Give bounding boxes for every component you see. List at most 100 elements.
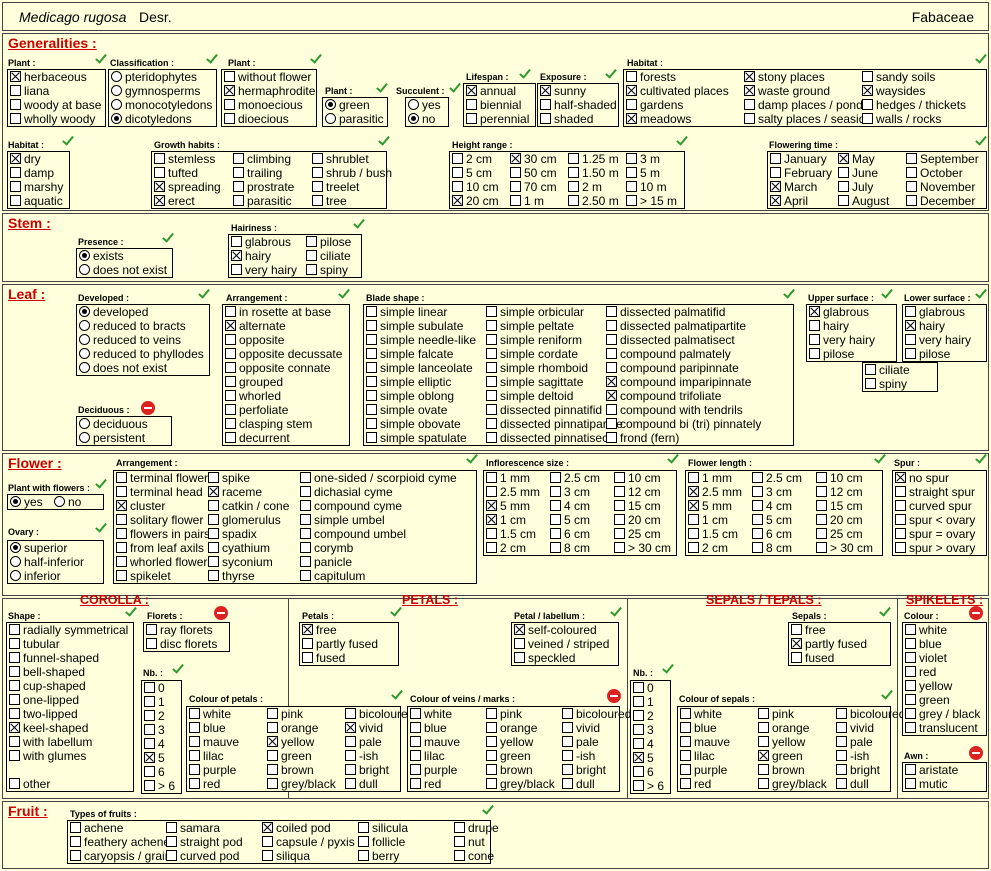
checkbox-option[interactable]: erect (154, 194, 195, 208)
checkbox[interactable] (225, 334, 236, 345)
checkbox-option[interactable]: 1 (633, 695, 654, 709)
checkbox-option[interactable]: 2 cm (486, 541, 526, 555)
checkbox[interactable] (633, 780, 644, 791)
checkbox[interactable] (838, 181, 849, 192)
checkbox[interactable] (312, 181, 323, 192)
checkbox-option[interactable]: white (905, 623, 947, 637)
checkbox[interactable] (452, 195, 463, 206)
checkbox-option[interactable]: simple subulate (366, 319, 463, 333)
checkbox[interactable] (905, 348, 916, 359)
checkbox-option[interactable]: 2.5 cm (550, 471, 600, 485)
checkbox[interactable] (116, 528, 127, 539)
checkbox[interactable] (144, 696, 155, 707)
checkbox[interactable] (688, 500, 699, 511)
checkbox[interactable] (486, 376, 497, 387)
checkbox[interactable] (562, 750, 573, 761)
checkbox-option[interactable]: 5 (633, 751, 654, 765)
checkbox-option[interactable]: pale (836, 735, 873, 749)
checkbox-option[interactable]: straight pod (166, 835, 243, 849)
checkbox-option[interactable]: bicoloured (345, 707, 414, 721)
checkbox[interactable] (208, 500, 219, 511)
checkbox[interactable] (224, 113, 235, 124)
checkbox[interactable] (306, 250, 317, 261)
checkbox[interactable] (116, 556, 127, 567)
checkbox[interactable] (816, 528, 827, 539)
checkbox[interactable] (116, 542, 127, 553)
checkbox[interactable] (224, 71, 235, 82)
checkbox[interactable] (486, 736, 497, 747)
checkbox-option[interactable]: drupe (454, 821, 499, 835)
checkbox[interactable] (345, 764, 356, 775)
checkbox-option[interactable]: ray florets (146, 623, 213, 637)
checkbox[interactable] (836, 778, 847, 789)
checkbox[interactable] (9, 666, 20, 677)
checkbox[interactable] (862, 71, 873, 82)
checkbox[interactable] (154, 181, 165, 192)
checkbox[interactable] (752, 542, 763, 553)
checkbox[interactable] (358, 850, 369, 861)
radio-button[interactable] (79, 306, 90, 317)
checkbox-option[interactable]: 5 m (626, 166, 660, 180)
checkbox[interactable] (550, 500, 561, 511)
checkbox[interactable] (189, 750, 200, 761)
checkbox[interactable] (770, 195, 781, 206)
checkbox[interactable] (688, 486, 699, 497)
checkbox-option[interactable]: bicoloured (836, 707, 905, 721)
checkbox[interactable] (758, 764, 769, 775)
checkbox[interactable] (452, 167, 463, 178)
checkbox[interactable] (568, 181, 579, 192)
checkbox-option[interactable]: 70 cm (510, 180, 557, 194)
checkbox-option[interactable]: 3 cm (752, 485, 792, 499)
checkbox-option[interactable]: simple linear (366, 305, 447, 319)
checkbox-option[interactable]: very hairy (809, 333, 875, 347)
radio-option[interactable]: reduced to bracts (79, 319, 186, 333)
checkbox-option[interactable]: monoecious (224, 98, 303, 112)
checkbox-option[interactable]: shrub / bush (312, 166, 392, 180)
checkbox-option[interactable]: 15 cm (816, 499, 863, 513)
checkbox-option[interactable]: simple orbicular (486, 305, 584, 319)
checkbox[interactable] (189, 764, 200, 775)
checkbox[interactable] (366, 334, 377, 345)
checkbox-option[interactable]: green (758, 749, 803, 763)
radio-button[interactable] (79, 362, 90, 373)
radio-option[interactable]: yes (10, 495, 43, 509)
checkbox[interactable] (9, 638, 20, 649)
checkbox[interactable] (366, 306, 377, 317)
checkbox[interactable] (302, 652, 313, 663)
checkbox[interactable] (744, 71, 755, 82)
checkbox-option[interactable]: self-coloured (514, 623, 597, 637)
radio-option[interactable]: does not exist (79, 263, 167, 277)
checkbox-option[interactable]: > 15 m (626, 194, 677, 208)
checkbox-option[interactable]: dissected pinnatisect (486, 431, 611, 445)
checkbox[interactable] (189, 778, 200, 789)
checkbox[interactable] (906, 153, 917, 164)
radio-button[interactable] (111, 85, 122, 96)
checkbox[interactable] (9, 624, 20, 635)
checkbox-option[interactable]: grey / black (905, 707, 980, 721)
checkbox[interactable] (366, 390, 377, 401)
checkbox[interactable] (562, 722, 573, 733)
radio-button[interactable] (111, 71, 122, 82)
checkbox[interactable] (626, 99, 637, 110)
checkbox-option[interactable]: 1 cm (486, 513, 526, 527)
checkbox-option[interactable]: dull (345, 777, 378, 791)
checkbox-option[interactable]: 10 cm (452, 180, 499, 194)
checkbox-option[interactable]: -ish (345, 749, 378, 763)
checkbox-option[interactable]: spur < ovary (895, 513, 975, 527)
checkbox-option[interactable]: 8 cm (550, 541, 590, 555)
checkbox[interactable] (836, 750, 847, 761)
checkbox-option[interactable]: brown (267, 763, 314, 777)
checkbox-option[interactable]: tufted (154, 166, 198, 180)
checkbox[interactable] (486, 432, 497, 443)
checkbox[interactable] (9, 736, 20, 747)
checkbox-option[interactable]: 20 cm (614, 513, 661, 527)
checkbox[interactable] (452, 153, 463, 164)
checkbox[interactable] (688, 472, 699, 483)
checkbox-option[interactable]: frond (fern) (606, 431, 679, 445)
checkbox-option[interactable]: salty places / seaside (744, 112, 872, 126)
checkbox[interactable] (633, 766, 644, 777)
checkbox[interactable] (410, 708, 421, 719)
checkbox-option[interactable]: 5 cm (452, 166, 492, 180)
checkbox-option[interactable]: dissected palmatisect (606, 333, 735, 347)
checkbox-option[interactable]: 4 (144, 737, 165, 751)
